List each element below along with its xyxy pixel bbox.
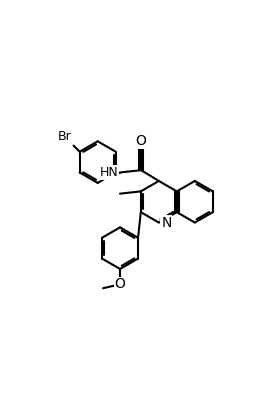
Text: O: O <box>136 134 147 148</box>
Text: O: O <box>115 277 125 291</box>
Text: Br: Br <box>58 130 71 143</box>
Text: N: N <box>161 216 172 230</box>
Text: HN: HN <box>99 166 118 179</box>
